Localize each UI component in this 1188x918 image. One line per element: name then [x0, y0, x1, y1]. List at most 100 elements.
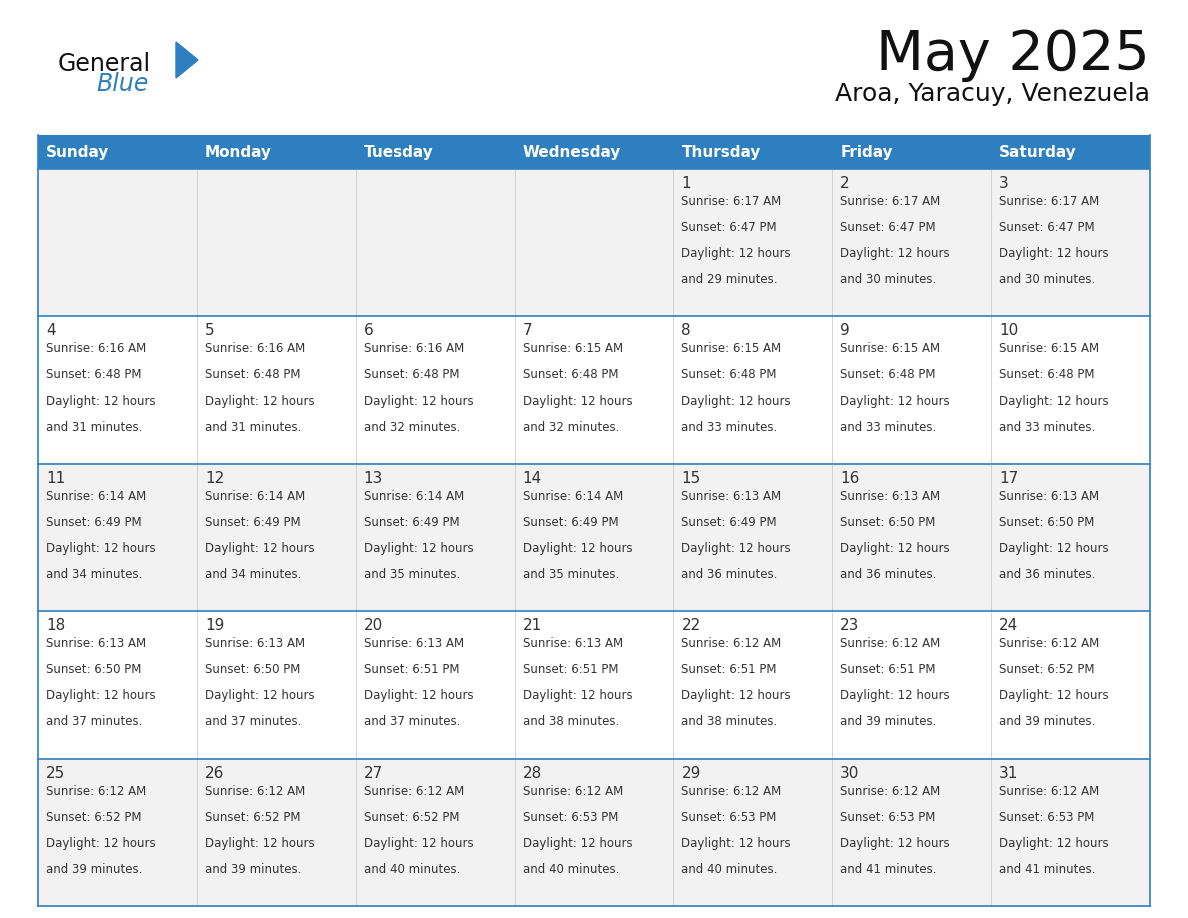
Text: 30: 30 — [840, 766, 860, 780]
Text: Sunset: 6:52 PM: Sunset: 6:52 PM — [999, 664, 1094, 677]
Text: Sunset: 6:53 PM: Sunset: 6:53 PM — [840, 811, 936, 823]
Text: and 37 minutes.: and 37 minutes. — [204, 715, 302, 729]
Text: 16: 16 — [840, 471, 860, 486]
Text: Sunset: 6:53 PM: Sunset: 6:53 PM — [682, 811, 777, 823]
Text: Sunrise: 6:13 AM: Sunrise: 6:13 AM — [204, 637, 305, 650]
Text: and 32 minutes.: and 32 minutes. — [364, 420, 460, 433]
Text: General: General — [58, 52, 151, 76]
Text: Daylight: 12 hours: Daylight: 12 hours — [364, 837, 473, 850]
Text: Daylight: 12 hours: Daylight: 12 hours — [840, 837, 950, 850]
Text: Sunset: 6:48 PM: Sunset: 6:48 PM — [840, 368, 936, 382]
Text: 14: 14 — [523, 471, 542, 486]
Text: Daylight: 12 hours: Daylight: 12 hours — [46, 689, 156, 702]
Text: Daylight: 12 hours: Daylight: 12 hours — [204, 689, 315, 702]
Text: 10: 10 — [999, 323, 1018, 339]
Text: and 39 minutes.: and 39 minutes. — [46, 863, 143, 876]
Text: Daylight: 12 hours: Daylight: 12 hours — [364, 542, 473, 555]
Text: and 37 minutes.: and 37 minutes. — [46, 715, 143, 729]
Text: Sunset: 6:48 PM: Sunset: 6:48 PM — [46, 368, 141, 382]
Text: 21: 21 — [523, 618, 542, 633]
Text: and 36 minutes.: and 36 minutes. — [682, 568, 778, 581]
Text: Daylight: 12 hours: Daylight: 12 hours — [364, 395, 473, 408]
Text: Sunrise: 6:12 AM: Sunrise: 6:12 AM — [999, 637, 1099, 650]
Text: and 37 minutes.: and 37 minutes. — [364, 715, 460, 729]
Text: Sunrise: 6:15 AM: Sunrise: 6:15 AM — [682, 342, 782, 355]
Text: Sunrise: 6:13 AM: Sunrise: 6:13 AM — [46, 637, 146, 650]
Text: 8: 8 — [682, 323, 691, 339]
Text: 29: 29 — [682, 766, 701, 780]
Text: and 40 minutes.: and 40 minutes. — [682, 863, 778, 876]
Text: 17: 17 — [999, 471, 1018, 486]
Text: and 38 minutes.: and 38 minutes. — [523, 715, 619, 729]
Text: 11: 11 — [46, 471, 65, 486]
Text: and 39 minutes.: and 39 minutes. — [204, 863, 302, 876]
Text: 15: 15 — [682, 471, 701, 486]
Text: and 33 minutes.: and 33 minutes. — [999, 420, 1095, 433]
Text: 7: 7 — [523, 323, 532, 339]
Bar — [38, 758, 1150, 906]
Text: Sunrise: 6:12 AM: Sunrise: 6:12 AM — [682, 785, 782, 798]
Text: 13: 13 — [364, 471, 383, 486]
Text: Sunset: 6:50 PM: Sunset: 6:50 PM — [204, 664, 301, 677]
Text: and 41 minutes.: and 41 minutes. — [840, 863, 937, 876]
Text: Sunrise: 6:13 AM: Sunrise: 6:13 AM — [682, 490, 782, 503]
Text: 9: 9 — [840, 323, 851, 339]
Text: Sunset: 6:51 PM: Sunset: 6:51 PM — [682, 664, 777, 677]
Text: Sunrise: 6:12 AM: Sunrise: 6:12 AM — [364, 785, 465, 798]
Polygon shape — [176, 42, 198, 78]
Text: Sunrise: 6:13 AM: Sunrise: 6:13 AM — [523, 637, 623, 650]
Text: 27: 27 — [364, 766, 383, 780]
Text: Sunset: 6:49 PM: Sunset: 6:49 PM — [523, 516, 618, 529]
Bar — [38, 317, 1150, 464]
Text: Daylight: 12 hours: Daylight: 12 hours — [204, 395, 315, 408]
Text: Sunrise: 6:14 AM: Sunrise: 6:14 AM — [364, 490, 465, 503]
Text: 12: 12 — [204, 471, 225, 486]
Text: Daylight: 12 hours: Daylight: 12 hours — [523, 395, 632, 408]
Text: Sunset: 6:50 PM: Sunset: 6:50 PM — [46, 664, 141, 677]
Text: Sunset: 6:50 PM: Sunset: 6:50 PM — [840, 516, 936, 529]
Text: Daylight: 12 hours: Daylight: 12 hours — [999, 542, 1108, 555]
Text: Sunset: 6:48 PM: Sunset: 6:48 PM — [364, 368, 460, 382]
Text: Daylight: 12 hours: Daylight: 12 hours — [204, 542, 315, 555]
Text: Sunset: 6:51 PM: Sunset: 6:51 PM — [364, 664, 460, 677]
Text: Sunset: 6:48 PM: Sunset: 6:48 PM — [682, 368, 777, 382]
Text: and 39 minutes.: and 39 minutes. — [999, 715, 1095, 729]
Text: Daylight: 12 hours: Daylight: 12 hours — [840, 247, 950, 260]
Text: 23: 23 — [840, 618, 860, 633]
Text: Daylight: 12 hours: Daylight: 12 hours — [523, 837, 632, 850]
Text: and 30 minutes.: and 30 minutes. — [999, 274, 1095, 286]
Text: Sunset: 6:49 PM: Sunset: 6:49 PM — [204, 516, 301, 529]
Text: Sunset: 6:53 PM: Sunset: 6:53 PM — [523, 811, 618, 823]
Text: Sunset: 6:49 PM: Sunset: 6:49 PM — [364, 516, 460, 529]
Text: and 40 minutes.: and 40 minutes. — [523, 863, 619, 876]
Text: Thursday: Thursday — [682, 144, 760, 160]
Text: and 35 minutes.: and 35 minutes. — [523, 568, 619, 581]
Text: Aroa, Yaracuy, Venezuela: Aroa, Yaracuy, Venezuela — [835, 82, 1150, 106]
Text: 18: 18 — [46, 618, 65, 633]
Text: Daylight: 12 hours: Daylight: 12 hours — [46, 837, 156, 850]
Text: Daylight: 12 hours: Daylight: 12 hours — [682, 247, 791, 260]
Text: 4: 4 — [46, 323, 56, 339]
Bar — [38, 135, 1150, 169]
Text: Sunset: 6:52 PM: Sunset: 6:52 PM — [204, 811, 301, 823]
Text: Sunrise: 6:16 AM: Sunrise: 6:16 AM — [204, 342, 305, 355]
Text: Daylight: 12 hours: Daylight: 12 hours — [840, 689, 950, 702]
Text: Sunrise: 6:15 AM: Sunrise: 6:15 AM — [999, 342, 1099, 355]
Text: Daylight: 12 hours: Daylight: 12 hours — [840, 542, 950, 555]
Text: Sunrise: 6:12 AM: Sunrise: 6:12 AM — [204, 785, 305, 798]
Text: 28: 28 — [523, 766, 542, 780]
Text: Sunset: 6:52 PM: Sunset: 6:52 PM — [46, 811, 141, 823]
Text: May 2025: May 2025 — [877, 28, 1150, 82]
Text: Monday: Monday — [204, 144, 272, 160]
Text: Daylight: 12 hours: Daylight: 12 hours — [46, 395, 156, 408]
Text: and 31 minutes.: and 31 minutes. — [204, 420, 302, 433]
Text: and 40 minutes.: and 40 minutes. — [364, 863, 460, 876]
Text: Daylight: 12 hours: Daylight: 12 hours — [523, 542, 632, 555]
Text: Sunrise: 6:15 AM: Sunrise: 6:15 AM — [523, 342, 623, 355]
Text: Sunrise: 6:16 AM: Sunrise: 6:16 AM — [364, 342, 465, 355]
Text: Sunset: 6:52 PM: Sunset: 6:52 PM — [364, 811, 460, 823]
Text: Sunset: 6:47 PM: Sunset: 6:47 PM — [840, 221, 936, 234]
Text: Sunset: 6:49 PM: Sunset: 6:49 PM — [682, 516, 777, 529]
Text: 6: 6 — [364, 323, 373, 339]
Text: 19: 19 — [204, 618, 225, 633]
